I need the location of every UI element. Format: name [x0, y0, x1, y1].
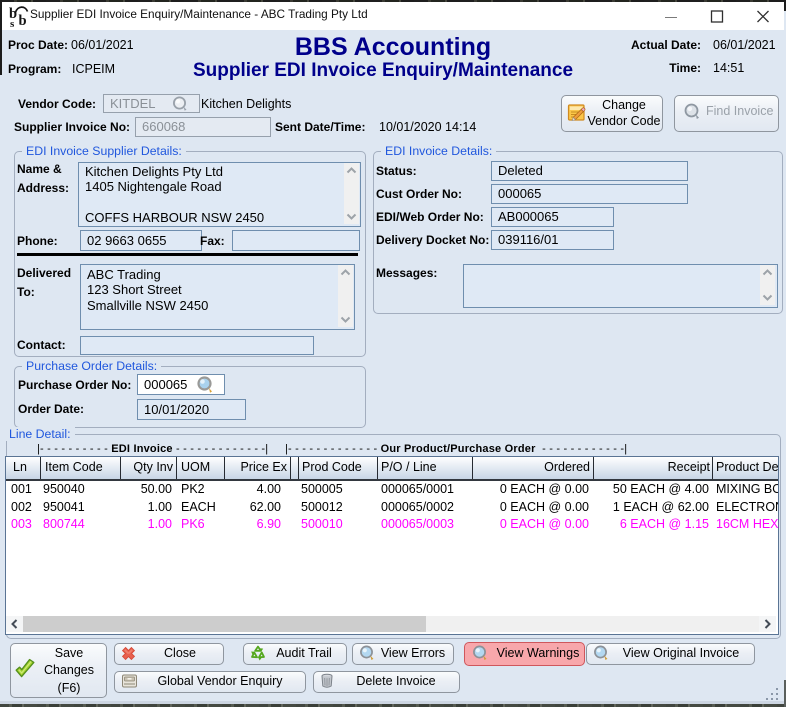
- svg-text:b: b: [19, 13, 27, 28]
- svg-text:b: b: [9, 6, 17, 22]
- svg-text:s: s: [10, 18, 15, 28]
